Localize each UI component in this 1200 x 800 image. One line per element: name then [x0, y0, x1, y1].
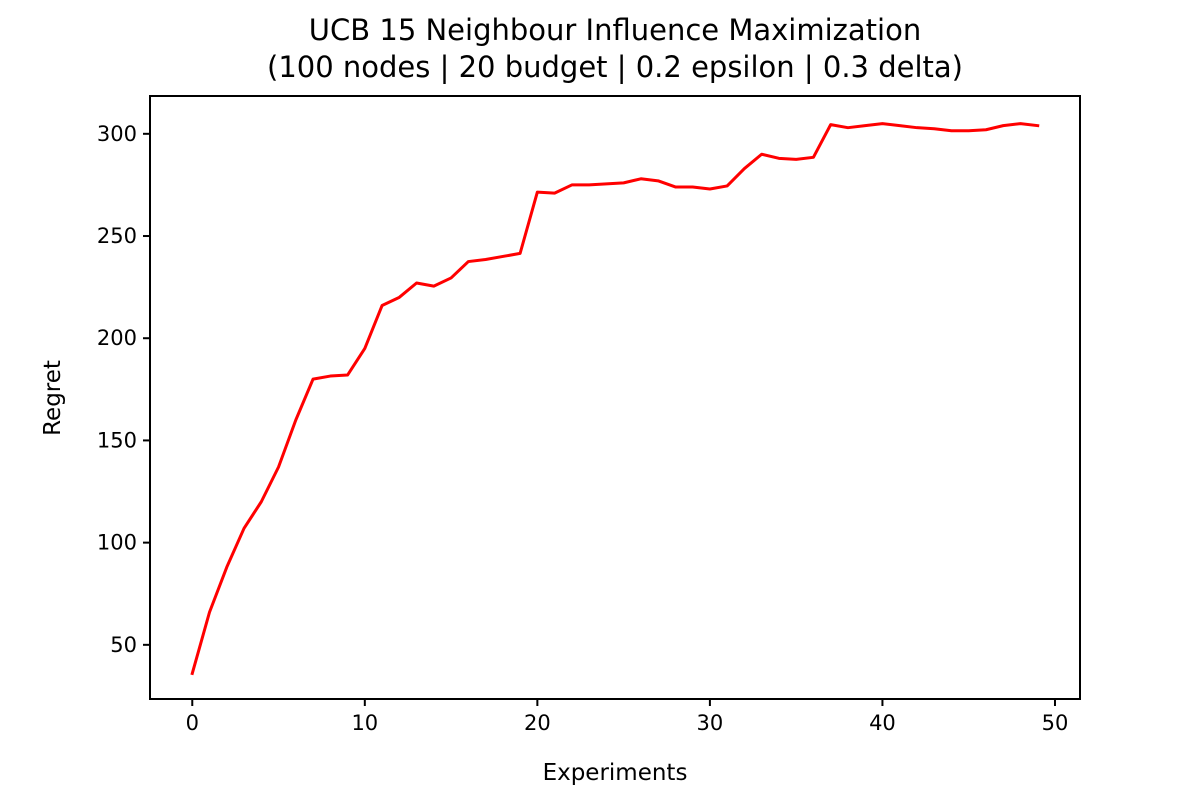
- x-tick-label: 50: [1042, 711, 1069, 735]
- y-tick-label: 50: [110, 633, 137, 657]
- chart-title-line-1: UCB 15 Neighbour Influence Maximization: [309, 13, 921, 47]
- chart-title-line-2: (100 nodes | 20 budget | 0.2 epsilon | 0…: [267, 50, 963, 84]
- series-layer: [190, 122, 1040, 676]
- y-tick-label: 150: [97, 428, 137, 452]
- axis-ticks: 0 10 20 30 40 50 50 100 150 200 250 300: [97, 122, 1068, 735]
- plot-frame: [149, 95, 1081, 700]
- x-tick-label: 40: [869, 711, 896, 735]
- x-tick-label: 20: [524, 711, 551, 735]
- x-axis-label: Experiments: [543, 760, 688, 786]
- y-tick-label: 100: [97, 531, 137, 555]
- series-line: [190, 122, 1040, 676]
- y-tick-label: 200: [97, 326, 137, 350]
- x-tick-label: 10: [351, 711, 378, 735]
- x-tick-label: 0: [186, 711, 199, 735]
- y-tick-label: 250: [97, 224, 137, 248]
- y-axis-label: Regret: [40, 360, 66, 436]
- x-tick-label: 30: [697, 711, 724, 735]
- y-tick-label: 300: [97, 122, 137, 146]
